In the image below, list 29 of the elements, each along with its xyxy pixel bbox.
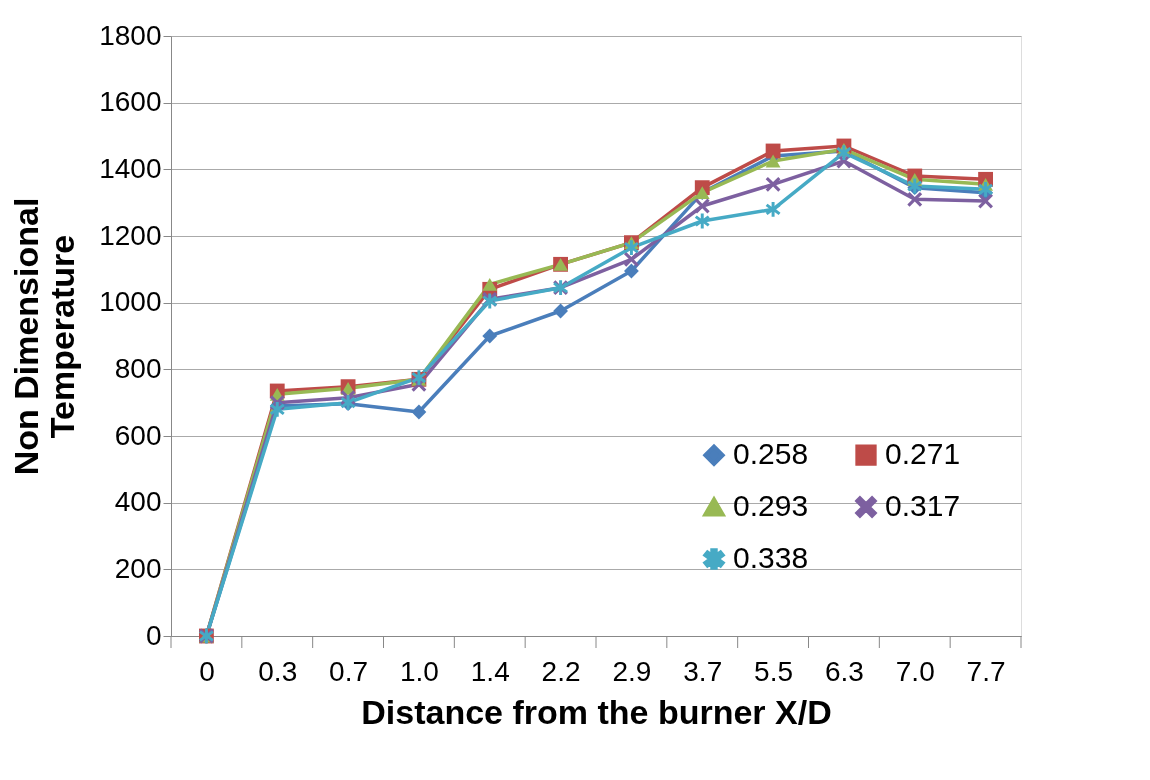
x-tick-label: 1.0 [399,655,439,687]
x-tick-label: 0.3 [258,655,298,687]
y-tick-label: 1000 [99,286,162,318]
y-tick-label: 400 [114,486,162,518]
y-tick-label: 1200 [99,219,162,251]
legend-label: 0.271 [885,437,961,471]
y-axis-title: Non Dimensional Temperature [7,197,82,476]
y-tick-label: 1600 [99,86,162,118]
legend-label: 0.338 [733,541,809,574]
legend-label: 0.317 [885,489,961,522]
y-tick-label: 1400 [99,152,162,184]
x-tick-label: 0 [199,655,215,687]
x-tick-label: 1.4 [470,655,510,687]
x-tick-label: 7.0 [895,655,935,687]
legend-label: 0.258 [733,437,809,471]
x-tick-label: 6.3 [824,655,864,687]
x-tick-label: 0.7 [329,655,369,687]
x-tick-label: 2.2 [541,655,581,687]
x-axis-title: Distance from the burner X/D [361,692,832,731]
x-tick-label: 3.7 [683,655,723,687]
legend-label: 0.293 [733,489,809,522]
y-tick-label: 600 [114,419,162,451]
y-tick-label: 0 [145,619,162,651]
y-tick-label: 1800 [99,19,162,51]
x-tick-label: 7.7 [966,655,1006,687]
x-tick-label: 5.5 [754,655,794,687]
y-tick-label: 800 [114,352,162,384]
x-tick-label: 2.9 [612,655,652,687]
y-tick-label: 200 [114,552,162,584]
